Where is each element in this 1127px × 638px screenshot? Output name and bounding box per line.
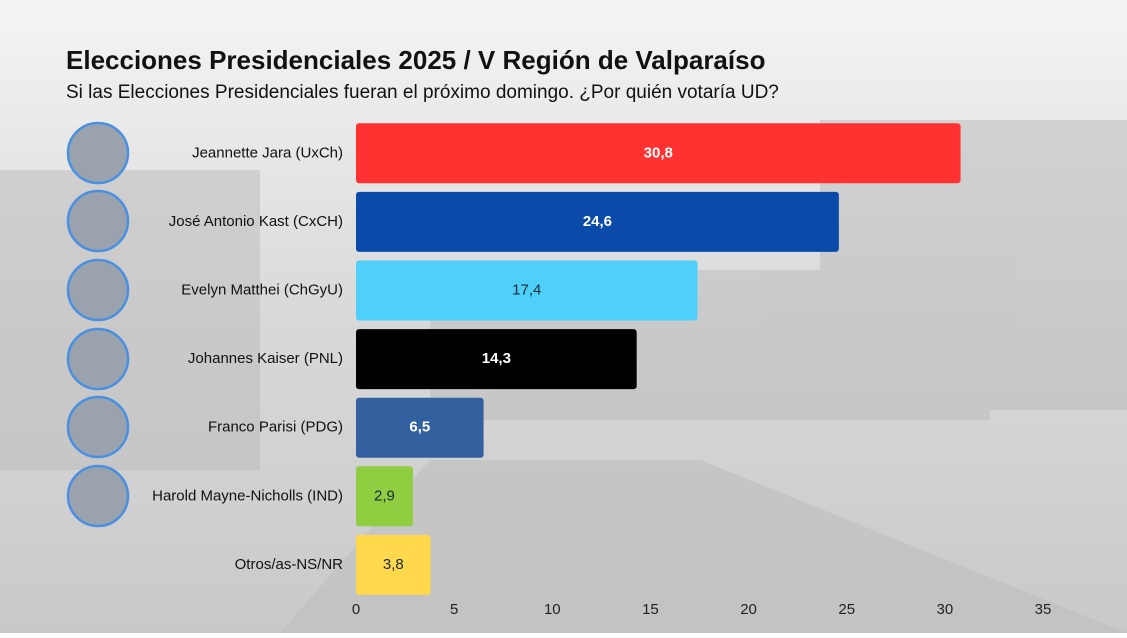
portrait <box>66 327 130 391</box>
value-label: 2,9 <box>374 487 395 504</box>
category-label: Otros/as-NS/NR <box>235 556 344 573</box>
value-label: 24,6 <box>583 213 612 230</box>
category-label: Jeannette Jara (UxCh) <box>192 144 343 161</box>
portrait <box>66 464 130 528</box>
category-label: Franco Parisi (PDG) <box>208 419 343 436</box>
x-tick-label: 30 <box>937 601 954 618</box>
x-tick-label: 0 <box>352 601 360 618</box>
x-tick-label: 35 <box>1035 601 1052 618</box>
bar <box>356 397 484 458</box>
category-label: Johannes Kaiser (PNL) <box>188 350 343 367</box>
chart-subtitle: Si las Elecciones Presidenciales fueran … <box>66 82 779 103</box>
x-tick-label: 20 <box>740 601 757 618</box>
portraits <box>66 121 130 528</box>
x-tick-label: 5 <box>450 601 458 618</box>
x-tick-label: 25 <box>838 601 855 618</box>
bar <box>356 260 698 321</box>
bar <box>356 329 637 390</box>
x-tick-label: 10 <box>544 601 561 618</box>
value-label: 14,3 <box>482 350 511 367</box>
x-tick-label: 15 <box>642 601 659 618</box>
bar <box>356 466 413 527</box>
portrait <box>66 258 130 322</box>
category-label: Harold Mayne-Nicholls (IND) <box>152 487 343 504</box>
portrait <box>66 395 130 459</box>
value-label: 30,8 <box>644 144 673 161</box>
portrait <box>66 121 130 185</box>
bar <box>356 191 839 252</box>
chart-title: Elecciones Presidenciales 2025 / V Regió… <box>66 45 765 75</box>
bar <box>356 534 431 595</box>
portrait <box>66 189 130 253</box>
category-label: José Antonio Kast (CxCH) <box>169 213 343 230</box>
background-buildings <box>0 120 1127 633</box>
value-label: 6,5 <box>409 419 430 436</box>
value-label: 17,4 <box>512 281 541 298</box>
value-label: 3,8 <box>383 556 404 573</box>
category-label: Evelyn Matthei (ChGyU) <box>181 281 343 298</box>
bar <box>356 123 961 184</box>
